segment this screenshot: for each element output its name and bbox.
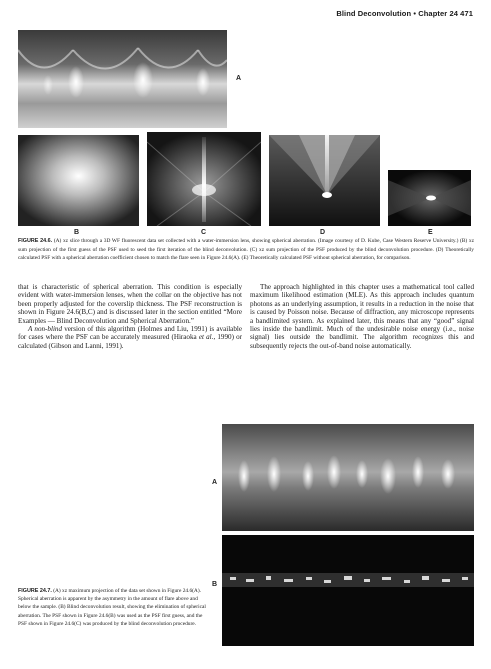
- figure-24-6-label-b: B: [74, 229, 80, 236]
- figure-24-6-label-c: C: [201, 229, 207, 236]
- left-p2-emphasis: A non-blind: [28, 325, 63, 334]
- figure-24-6-panel-c: [147, 132, 261, 226]
- figure-24-7-panel-a-image: [222, 424, 474, 531]
- panel-b-image: [18, 135, 139, 226]
- figure-24-7-panel-a: [222, 424, 474, 531]
- figure-24-7-caption: FIGURE 24.7. (A) xz maximum projection o…: [18, 587, 206, 628]
- panel-c-image: [147, 132, 261, 226]
- figure-24-6-label-a: A: [236, 75, 242, 82]
- figure-24-6-caption-text: (A) xz slice through a 3D WF fluorescent…: [18, 238, 474, 262]
- figure-24-6-panel-e: [388, 170, 471, 226]
- panel-e-image: [388, 170, 471, 226]
- figure-24-7-panel-b: [222, 535, 474, 646]
- left-p2-text-b: , 1990) or calculated (Gibson and Lanni,…: [18, 333, 243, 350]
- figure-24-6-panel-d: [269, 135, 380, 226]
- left-paragraph-1: that is characteristic of spherical aber…: [18, 283, 242, 325]
- figure-24-7-caption-label: FIGURE 24.7.: [18, 588, 52, 594]
- right-paragraph-1: The approach highlighted in this chapter…: [250, 283, 474, 350]
- left-p2-emphasis-2: et al.: [198, 333, 214, 342]
- body-column-right: The approach highlighted in this chapter…: [250, 283, 474, 350]
- figure-24-6-panel-b: [18, 135, 139, 226]
- running-head-text: Blind Deconvolution • Chapter 24 471: [336, 9, 473, 18]
- figure-24-6-label-d: D: [320, 229, 326, 236]
- figure-24-7-caption-text: (A) xz maximum projection of the data se…: [18, 588, 206, 627]
- figure-24-6-caption: FIGURE 24.6. (A) xz slice through a 3D W…: [18, 237, 474, 263]
- left-paragraph-2: A non-blind version of this algorithm (H…: [18, 325, 242, 350]
- panel-a-image: [18, 30, 227, 128]
- running-header: Blind Deconvolution • Chapter 24 471: [0, 9, 491, 23]
- figure-24-7-label-a: A: [212, 479, 218, 486]
- figure-24-6-panel-a: [18, 30, 227, 128]
- figure-24-7-label-b: B: [212, 581, 218, 588]
- figure-24-6-caption-label: FIGURE 24.6.: [18, 238, 53, 244]
- left-p2-text-a: version of this algorithm (Holmes and Li…: [18, 325, 242, 342]
- figure-24-7-panel-b-image: [222, 535, 474, 646]
- body-column-left: that is characteristic of spherical aber…: [18, 283, 242, 350]
- panel-d-image: [269, 135, 380, 226]
- figure-24-6-label-e: E: [428, 229, 433, 236]
